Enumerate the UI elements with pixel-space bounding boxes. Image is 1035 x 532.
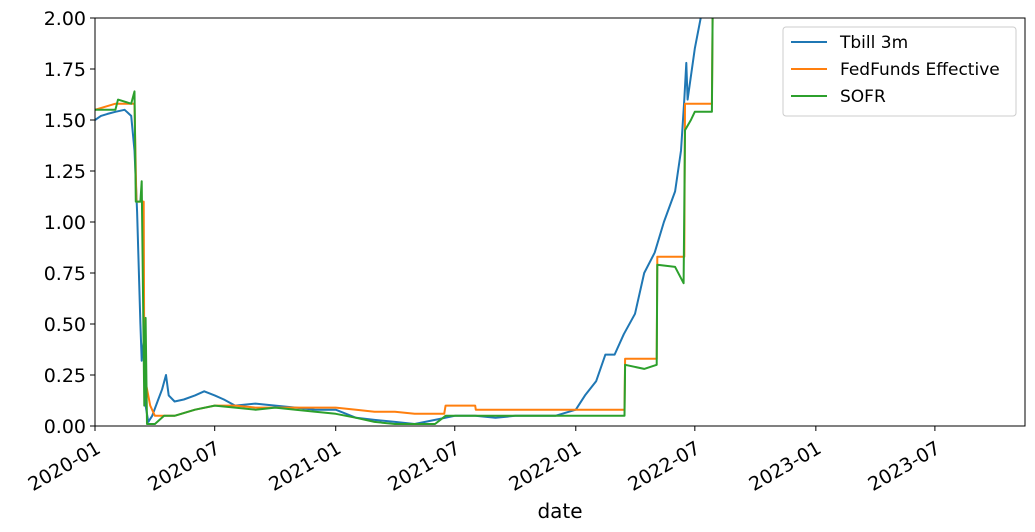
y-tick-label: 1.75 <box>44 59 86 81</box>
y-tick-label: 0.25 <box>44 365 86 387</box>
series-line-1 <box>95 18 714 417</box>
y-tick-label: 1.00 <box>44 212 86 234</box>
y-tick-label: 0.75 <box>44 263 86 285</box>
x-tick-label: 2020-01 <box>25 437 105 496</box>
x-tick-label: 2021-01 <box>265 437 345 496</box>
x-tick-label: 2022-07 <box>624 437 704 496</box>
x-tick-label: 2023-01 <box>745 437 825 496</box>
x-tick-label: 2023-07 <box>864 437 944 496</box>
y-tick-label: 2.00 <box>44 8 86 30</box>
legend-label: FedFunds Effective <box>840 60 1000 80</box>
y-tick-label: 1.25 <box>44 161 86 183</box>
x-axis-label: date <box>537 499 582 523</box>
series-line-2 <box>95 18 714 425</box>
x-tick-label: 2020-07 <box>144 437 224 496</box>
x-axis: 2020-01 2020-07 2021-01 2021-07 2022-01 2022-… <box>25 426 944 496</box>
series-layer <box>95 18 714 425</box>
legend: Tbill 3m FedFunds Effective SOFR <box>782 26 1017 117</box>
x-tick-label: 2022-01 <box>505 437 585 496</box>
y-tick-label: 0.00 <box>44 416 86 438</box>
legend-label: Tbill 3m <box>839 33 908 53</box>
legend-label: SOFR <box>840 87 886 107</box>
x-tick-label: 2021-07 <box>384 437 464 496</box>
y-tick-label: 1.50 <box>44 110 86 132</box>
legend-box <box>782 26 1017 117</box>
y-tick-label: 0.50 <box>44 314 86 336</box>
series-line-0 <box>95 18 702 425</box>
y-axis: 0.00 0.25 0.50 0.75 1.00 1.25 1.50 1.75 2.00 <box>44 8 95 438</box>
